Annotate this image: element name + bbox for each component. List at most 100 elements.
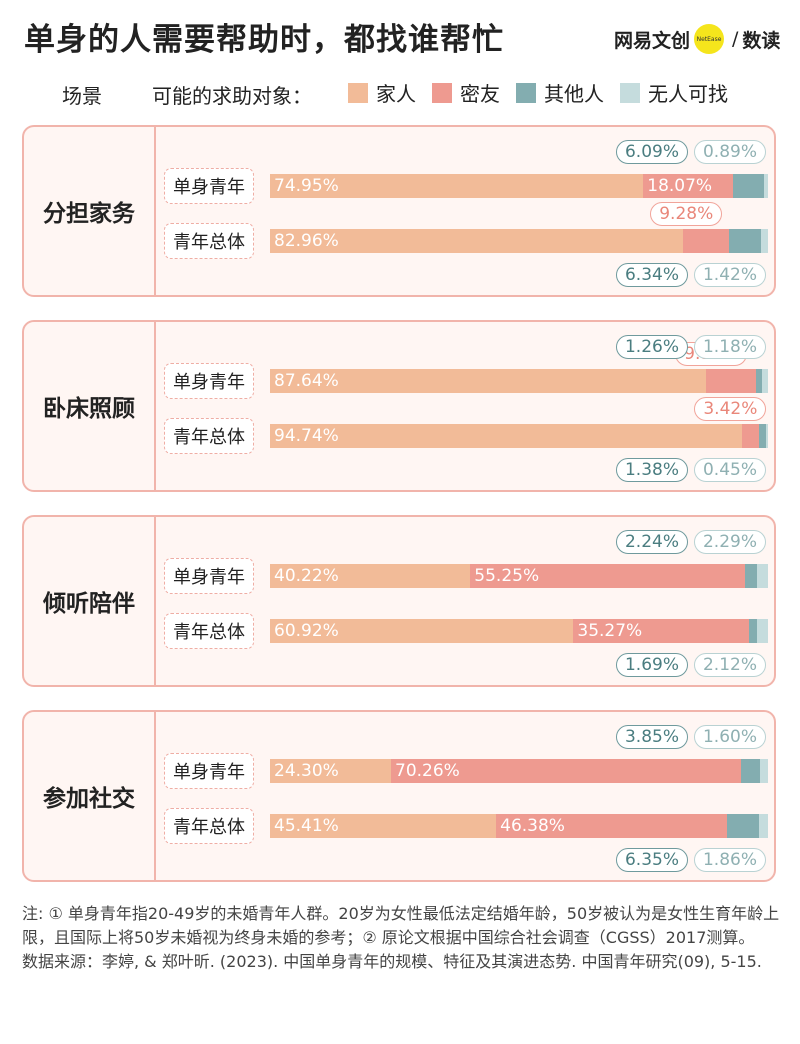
stacked-bar: 60.92% 35.27% xyxy=(270,619,768,643)
brand-dot-icon: NetEase xyxy=(694,24,725,54)
legend-item-other: 其他人 xyxy=(516,78,604,107)
data-label-none: 1.42% xyxy=(694,263,766,287)
bar-segment-friend xyxy=(391,759,741,783)
data-label-friend: 55.25% xyxy=(474,566,540,586)
data-label-other: 6.34% xyxy=(616,263,688,287)
bar-segment-none xyxy=(762,369,768,393)
row-label: 单身青年 xyxy=(164,753,254,789)
bar-segment-other xyxy=(749,619,758,643)
stacked-bar: 40.22% 55.25% xyxy=(270,564,768,588)
data-label-family: 45.41% xyxy=(274,816,339,836)
bar-segment-family xyxy=(270,564,471,588)
legend-label-other: 其他人 xyxy=(544,82,604,106)
bar-segment-other xyxy=(729,229,761,253)
scene-panel: 分担家务 单身青年 74.95% 18.07% 6.09% 0.89% 青年总体 9.28% 8… xyxy=(22,125,776,297)
data-label-other: 1.26% xyxy=(616,335,688,359)
footnote: 注: ① 单身青年指20-49岁的未婚青年人群。20岁为女性最低法定结婚年龄，5… xyxy=(22,902,782,974)
scene-cell: 分担家务 xyxy=(24,127,156,295)
row-label: 单身青年 xyxy=(164,168,254,204)
data-label-family: 74.95% xyxy=(274,176,339,196)
data-label-friend: 18.07% xyxy=(647,176,713,196)
scene-panel: 卧床照顾单身青年9.91%87.64%1.26%1.18%青年总体3.42%94… xyxy=(22,320,776,492)
scene-cell: 卧床照顾 xyxy=(24,322,156,490)
legend-swatch-none xyxy=(620,82,640,103)
bar-segment-other xyxy=(727,814,759,838)
bar-segment-friend xyxy=(496,814,728,838)
scene-cell: 参加社交 xyxy=(24,712,156,880)
stacked-bar: 94.74% xyxy=(270,424,768,448)
bar-segment-family xyxy=(270,619,574,643)
bar-segment-family xyxy=(270,229,684,253)
legend-label-friend: 密友 xyxy=(460,82,500,106)
data-label-family: 87.64% xyxy=(274,371,339,391)
brand-separator: / xyxy=(732,28,739,50)
brand-main: 网易文创 xyxy=(614,29,691,52)
row-label: 青年总体 xyxy=(164,808,254,844)
row-label: 单身青年 xyxy=(164,558,254,594)
legend-label-none: 无人可找 xyxy=(648,82,728,106)
bar-segment-none xyxy=(763,174,768,198)
stacked-bar: 87.64% xyxy=(270,369,768,393)
scene-name: 卧床照顾 xyxy=(43,396,135,422)
bar-segment-family xyxy=(270,759,391,783)
footnote-text: 注: ① 单身青年指20-49岁的未婚青年人群。20岁为女性最低法定结婚年龄，5… xyxy=(22,904,780,947)
data-label-family: 24.30% xyxy=(274,761,339,781)
bar-segment-other xyxy=(733,174,764,198)
row-label: 青年总体 xyxy=(164,223,254,259)
stacked-bar: 24.30% 70.26% xyxy=(270,759,768,783)
legend-swatch-friend xyxy=(432,82,452,103)
data-label-family: 82.96% xyxy=(274,231,339,251)
data-label-none: 1.60% xyxy=(694,725,766,749)
data-label-friend: 3.42% xyxy=(694,397,767,421)
data-label-none: 1.86% xyxy=(694,848,766,872)
row-label: 单身青年 xyxy=(164,363,254,399)
legend-item-none: 无人可找 xyxy=(620,78,728,107)
data-label-friend: 9.28% xyxy=(650,202,723,226)
scene-name: 倾听陪伴 xyxy=(43,591,135,617)
legend-item-friend: 密友 xyxy=(432,78,500,107)
brand-logo: 网易文创 NetEase / 数读 xyxy=(614,24,780,54)
stacked-bar: 74.95% 18.07% xyxy=(270,174,768,198)
legend: 家人 密友 其他人 无人可找 xyxy=(348,78,744,107)
legend-swatch-family xyxy=(348,82,368,103)
bar-segment-none xyxy=(760,229,768,253)
bar-segment-friend xyxy=(706,369,756,393)
data-label-friend: 35.27% xyxy=(577,621,643,641)
data-label-none: 1.18% xyxy=(694,335,766,359)
data-label-friend: 46.38% xyxy=(500,816,565,836)
data-label-family: 40.22% xyxy=(274,566,339,586)
data-label-other: 1.38% xyxy=(616,458,688,482)
legend-label-family: 家人 xyxy=(376,82,416,106)
bar-segment-none xyxy=(756,564,768,588)
bar-segment-family xyxy=(270,424,742,448)
bar-segment-friend xyxy=(573,619,750,643)
bar-segment-family xyxy=(270,174,644,198)
source-text: 数据来源：李婷, & 郑叶昕. (2023). 中国单身青年的规模、特征及其演进… xyxy=(22,952,762,971)
stacked-bar: 82.96% xyxy=(270,229,768,253)
stacked-bar: 45.41% 46.38% xyxy=(270,814,768,838)
scene-panel: 倾听陪伴 单身青年 40.22% 55.25% 2.24% 2.29% 青年总体 60.92%… xyxy=(22,515,776,687)
row-label: 青年总体 xyxy=(164,418,254,454)
scene-panel: 参加社交 单身青年 24.30% 70.26% 3.85% 1.60% 青年总体 45.41%… xyxy=(22,710,776,882)
data-label-none: 0.89% xyxy=(694,140,766,164)
legend-item-family: 家人 xyxy=(348,78,416,107)
bar-segment-other xyxy=(745,564,757,588)
bar-segment-none xyxy=(757,619,768,643)
data-label-other: 6.35% xyxy=(616,848,688,872)
bar-segment-other xyxy=(740,759,761,783)
bar-segment-none xyxy=(758,814,768,838)
scene-column-label: 场景 xyxy=(62,84,102,108)
data-label-family: 60.92% xyxy=(274,621,339,641)
data-label-other: 3.85% xyxy=(616,725,688,749)
data-label-none: 2.12% xyxy=(694,653,766,677)
scene-name: 分担家务 xyxy=(43,201,135,227)
scene-name: 参加社交 xyxy=(43,786,135,812)
data-label-friend: 70.26% xyxy=(395,761,460,781)
legend-title: 可能的求助对象： xyxy=(152,84,312,108)
bar-segment-friend xyxy=(741,424,759,448)
page-title: 单身的人需要帮助时，都找谁帮忙 xyxy=(24,22,504,58)
scene-cell: 倾听陪伴 xyxy=(24,517,156,685)
bar-segment-friend xyxy=(643,174,734,198)
bar-segment-other xyxy=(755,369,763,393)
